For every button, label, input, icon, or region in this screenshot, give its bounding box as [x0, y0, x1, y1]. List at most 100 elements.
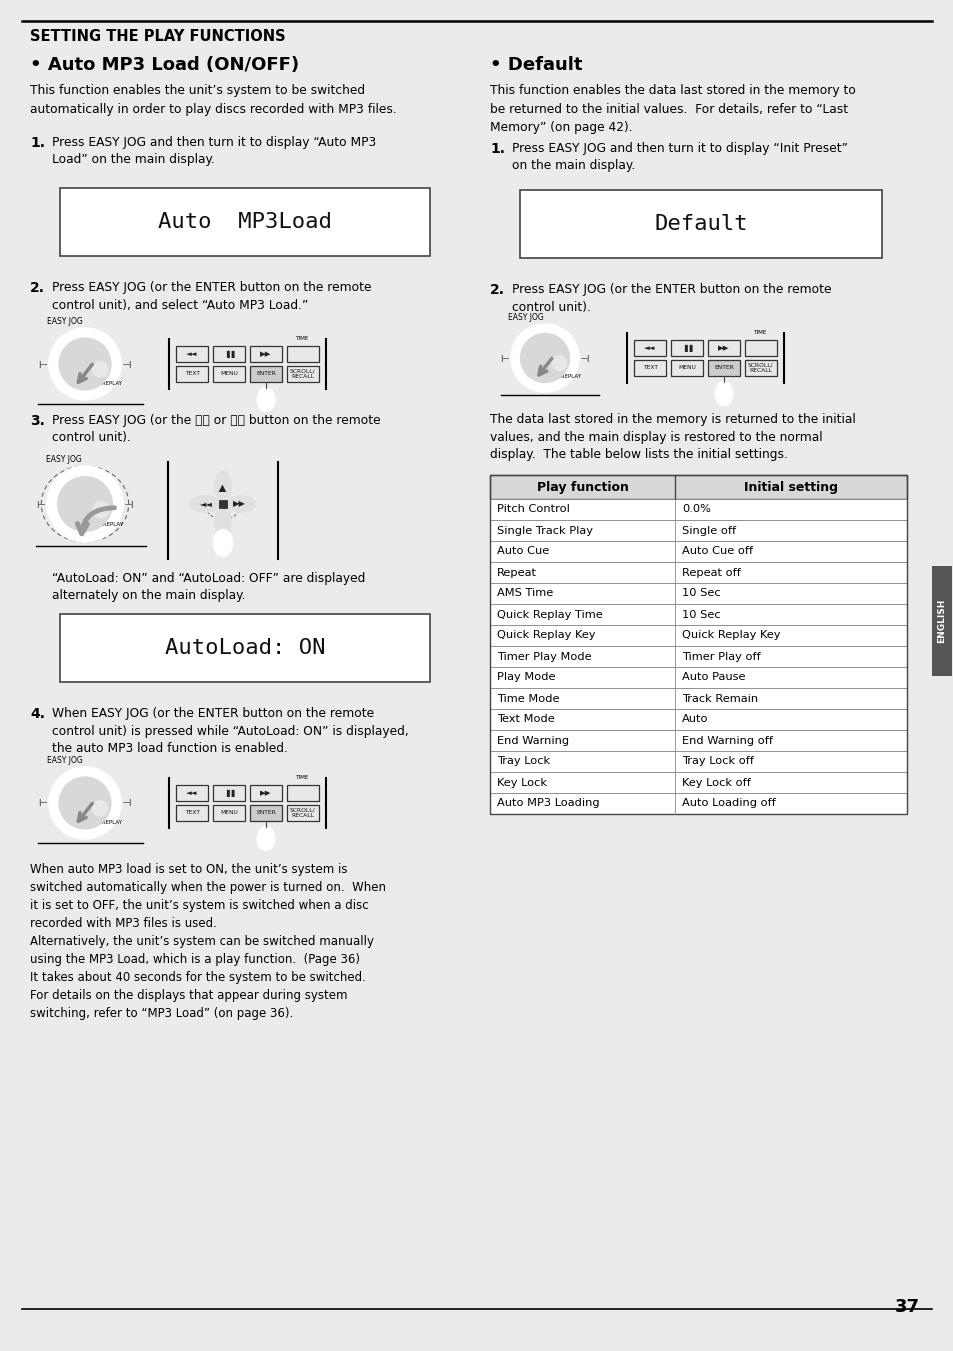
Text: 37: 37 — [894, 1298, 919, 1316]
Text: 4.: 4. — [30, 707, 45, 721]
Text: 3.: 3. — [30, 413, 45, 428]
Text: EASY JOG: EASY JOG — [508, 313, 543, 323]
Text: —|: —| — [580, 354, 590, 362]
Bar — [670, 361, 702, 376]
Text: Tray Lock: Tray Lock — [497, 757, 550, 766]
Text: Repeat off: Repeat off — [681, 567, 740, 577]
Bar — [287, 785, 318, 801]
Text: Auto: Auto — [681, 715, 708, 724]
Text: Timer Play Mode: Timer Play Mode — [497, 651, 591, 662]
Text: |—: |— — [499, 354, 509, 362]
Text: Single off: Single off — [681, 526, 736, 535]
Circle shape — [520, 334, 569, 382]
Bar — [490, 667, 906, 688]
Text: Timer Play off: Timer Play off — [681, 651, 760, 662]
Bar — [287, 346, 318, 362]
Bar — [175, 366, 208, 381]
Text: ◄◄: ◄◄ — [644, 345, 656, 351]
Text: Time Mode: Time Mode — [497, 693, 558, 704]
Ellipse shape — [214, 471, 231, 501]
Text: TEXT: TEXT — [185, 811, 199, 816]
Bar — [287, 805, 318, 820]
Text: When auto MP3 load is set to ON, the unit’s system is
switched automatically whe: When auto MP3 load is set to ON, the uni… — [30, 863, 386, 1020]
Bar — [490, 751, 906, 771]
Text: TIME: TIME — [295, 774, 310, 780]
Text: ▶▶: ▶▶ — [260, 351, 272, 357]
Text: SCROLL/
RECALL: SCROLL/ RECALL — [290, 808, 315, 819]
Text: QUICK REPLAY: QUICK REPLAY — [84, 521, 123, 526]
Text: 0.0%: 0.0% — [681, 504, 710, 515]
Text: ENTER: ENTER — [713, 365, 733, 370]
Text: —|: —| — [123, 361, 132, 367]
Text: ◄◄: ◄◄ — [186, 351, 197, 357]
Text: ▶: ▶ — [218, 484, 228, 492]
Text: ENGLISH: ENGLISH — [937, 598, 945, 643]
Text: Quick Replay Time: Quick Replay Time — [497, 609, 602, 620]
Bar — [175, 805, 208, 820]
Bar — [175, 346, 208, 362]
Text: EASY JOG: EASY JOG — [48, 317, 83, 326]
Bar — [490, 499, 906, 520]
Text: ▐▐: ▐▐ — [680, 345, 692, 351]
Text: Auto Pause: Auto Pause — [681, 673, 744, 682]
Bar — [490, 646, 906, 667]
Text: Quick Replay Key: Quick Replay Key — [681, 631, 780, 640]
Bar — [490, 709, 906, 730]
Text: ▐▐: ▐▐ — [223, 789, 234, 797]
Text: Press EASY JOG and then turn it to display “Auto MP3
Load” on the main display.: Press EASY JOG and then turn it to displ… — [52, 136, 375, 166]
Bar — [250, 805, 282, 820]
Text: ◄◄: ◄◄ — [200, 500, 213, 508]
Text: Track Remain: Track Remain — [681, 693, 758, 704]
Text: |—: |— — [38, 800, 47, 807]
Text: ▶▶: ▶▶ — [233, 500, 246, 508]
Ellipse shape — [213, 530, 233, 557]
Circle shape — [59, 777, 111, 830]
Circle shape — [59, 338, 111, 390]
Bar — [250, 346, 282, 362]
Bar — [490, 584, 906, 604]
Bar — [707, 340, 740, 355]
Bar — [634, 340, 666, 355]
Text: This function enables the unit’s system to be switched
automatically in order to: This function enables the unit’s system … — [30, 84, 396, 115]
Text: TIME: TIME — [754, 330, 767, 335]
Text: ENTER: ENTER — [255, 372, 275, 377]
Bar — [175, 785, 208, 801]
Text: ▐▐: ▐▐ — [223, 350, 234, 358]
Text: SCROLL/
RECALL: SCROLL/ RECALL — [747, 362, 773, 373]
Text: ENTER: ENTER — [255, 811, 275, 816]
Bar — [213, 785, 245, 801]
Bar — [213, 346, 245, 362]
Ellipse shape — [214, 507, 231, 536]
Bar — [490, 604, 906, 626]
Text: ◄◄: ◄◄ — [186, 790, 197, 796]
Bar — [707, 361, 740, 376]
Ellipse shape — [190, 496, 220, 512]
Text: EASY JOG: EASY JOG — [48, 757, 83, 765]
Bar — [490, 730, 906, 751]
Text: Auto Loading off: Auto Loading off — [681, 798, 775, 808]
Text: TIME: TIME — [295, 335, 310, 340]
Bar — [490, 562, 906, 584]
Circle shape — [551, 355, 566, 370]
Circle shape — [92, 501, 110, 517]
Text: QUICK REPLAY: QUICK REPLAY — [83, 380, 122, 385]
Circle shape — [57, 477, 112, 531]
Ellipse shape — [715, 381, 732, 405]
Bar — [490, 476, 906, 815]
Text: —|: —| — [125, 500, 134, 508]
Text: AMS Time: AMS Time — [497, 589, 553, 598]
Ellipse shape — [256, 827, 274, 851]
Text: QUICK REPLAY: QUICK REPLAY — [541, 373, 580, 378]
Text: TEXT: TEXT — [642, 365, 657, 370]
Text: 2.: 2. — [490, 282, 504, 297]
Bar — [250, 785, 282, 801]
Text: Press EASY JOG (or the ⏮⏮ or ⏭⏭ button on the remote
control unit).: Press EASY JOG (or the ⏮⏮ or ⏭⏭ button o… — [52, 413, 380, 444]
Text: 1.: 1. — [490, 142, 504, 155]
Bar — [490, 771, 906, 793]
Bar — [490, 476, 906, 499]
Bar — [250, 366, 282, 381]
Ellipse shape — [256, 388, 274, 412]
Text: |—: |— — [38, 361, 47, 367]
Text: MENU: MENU — [220, 372, 238, 377]
Circle shape — [511, 324, 578, 392]
